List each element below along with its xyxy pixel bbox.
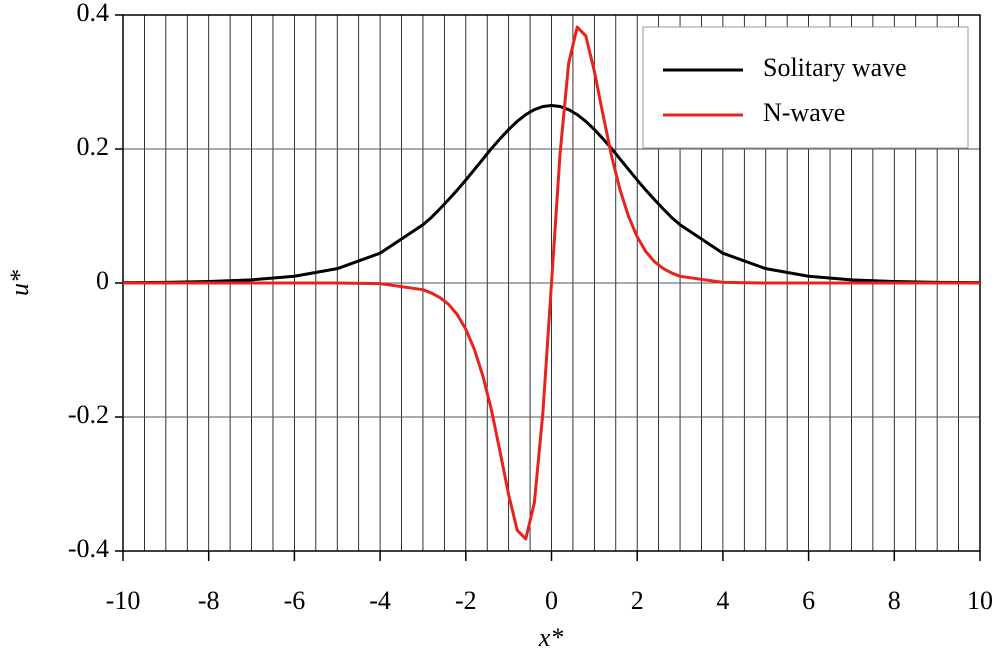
x-tick-label: 4 bbox=[716, 586, 729, 615]
x-tick-label: 6 bbox=[802, 586, 815, 615]
y-axis-label: u* bbox=[5, 270, 34, 296]
legend-label: N-wave bbox=[763, 98, 845, 127]
x-tick-label: 0 bbox=[545, 586, 558, 615]
x-tick-label: -4 bbox=[369, 586, 391, 615]
y-tick-label: 0.2 bbox=[77, 132, 110, 161]
x-tick-label: 2 bbox=[631, 586, 644, 615]
legend-label: Solitary wave bbox=[763, 53, 907, 82]
x-tick-label: -6 bbox=[284, 586, 306, 615]
series-line bbox=[123, 25, 980, 541]
x-tick-label: 8 bbox=[888, 586, 901, 615]
y-tick-label: -0.2 bbox=[68, 400, 109, 429]
series-line bbox=[122, 103, 981, 285]
legend-box bbox=[642, 26, 969, 149]
x-tick-label: 10 bbox=[967, 586, 993, 615]
y-tick-label: 0.4 bbox=[77, 0, 110, 27]
x-tick-label: -8 bbox=[198, 586, 220, 615]
legend: Solitary wave N-wave bbox=[642, 26, 969, 149]
y-tick-label: 0 bbox=[96, 266, 109, 295]
x-axis-label: x* bbox=[538, 623, 564, 652]
x-tick-label: -2 bbox=[455, 586, 477, 615]
x-tick-label: -10 bbox=[106, 586, 141, 615]
y-tick-label: -0.4 bbox=[68, 534, 109, 563]
